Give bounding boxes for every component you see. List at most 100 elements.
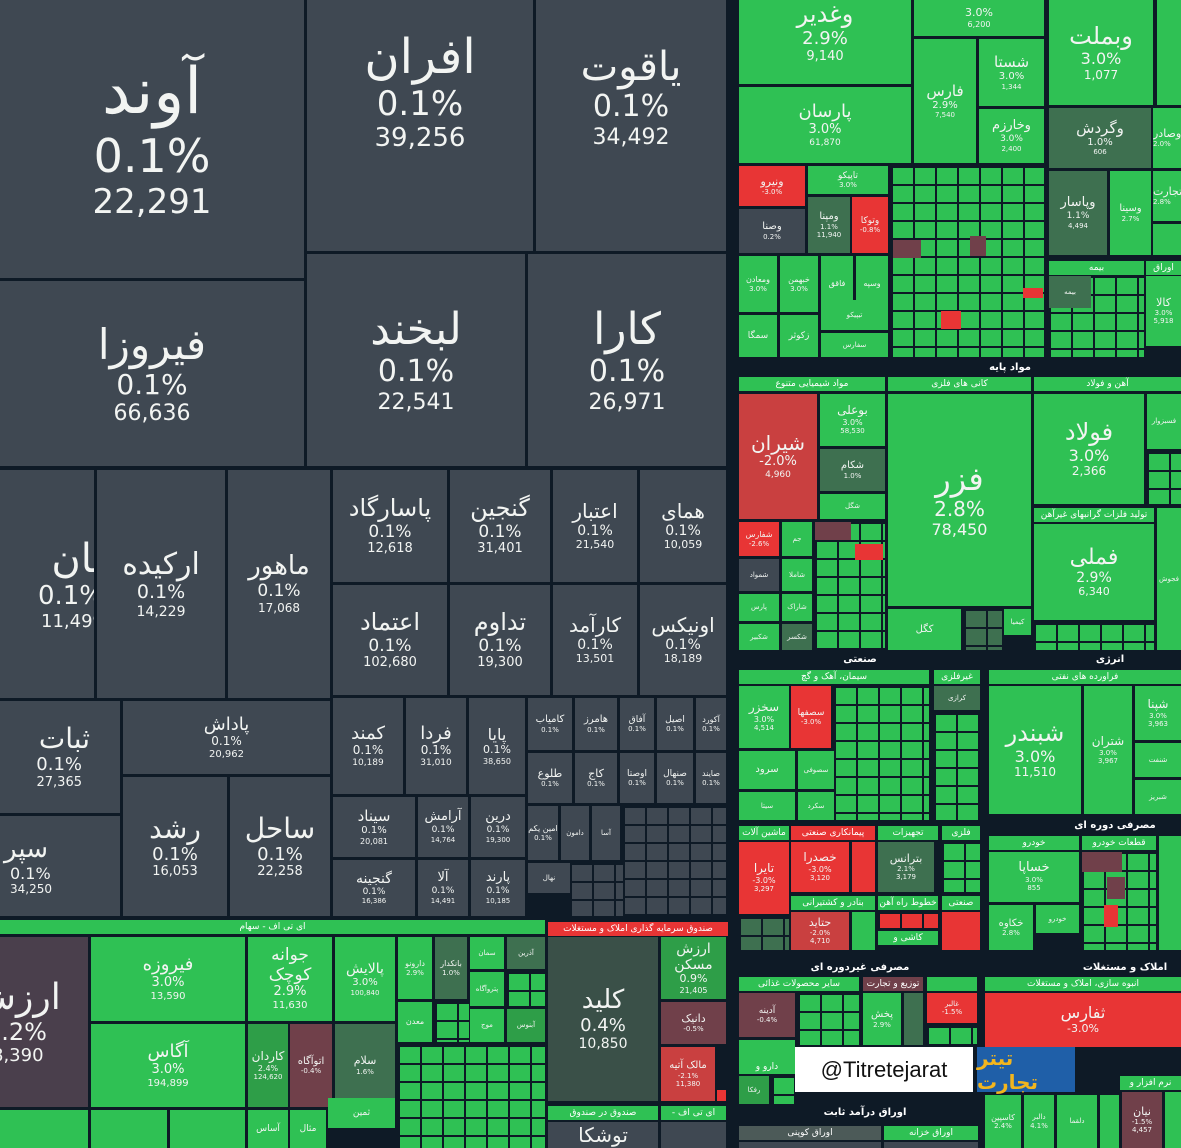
tile-yaghout[interactable]: یاقوت 0.1% 34,492: [536, 0, 726, 251]
household-header[interactable]: [927, 977, 977, 991]
tile-samaga[interactable]: سمگا: [739, 315, 777, 357]
tile-mahour[interactable]: ماهور 0.1% 17,068: [228, 470, 330, 698]
exchange-header[interactable]: اوراق بهادار: [1146, 261, 1181, 275]
tile-roshd[interactable]: رشد 0.1% 16,053: [123, 777, 227, 916]
tile-dalbar[interactable]: دالبر 4.1%: [1024, 1095, 1054, 1148]
tile-vapasar[interactable]: وپاسار 1.1% 4,494: [1049, 171, 1107, 255]
etf-mixed-header[interactable]: ای تی اف - مختلط: [661, 1106, 726, 1120]
tile-shabandar[interactable]: شبندر 3.0% 11,510: [989, 686, 1081, 814]
tile-homay[interactable]: همای 0.1% 10,059: [640, 470, 726, 582]
tile-fars[interactable]: فارس 2.9% 7,540: [914, 39, 976, 163]
tile-saman[interactable]: سمان: [470, 937, 504, 969]
tile-samin[interactable]: ثمین: [328, 1098, 395, 1128]
tile-firouzeh[interactable]: فیروزه 3.0% 13,590: [91, 937, 245, 1021]
tile-shenaft[interactable]: شنفت: [1135, 743, 1181, 777]
tile-shamla[interactable]: شاملا: [782, 559, 812, 591]
tile-orkideh[interactable]: ارکیده 0.1% 14,229: [97, 470, 225, 698]
tile-fasabzevar[interactable]: فسبزوار: [1147, 394, 1181, 449]
tile-khakaveh[interactable]: خکاوه 2.8%: [989, 905, 1033, 950]
tile-etemad[interactable]: اعتماد 0.1% 102,680: [333, 585, 447, 695]
fabricated-header[interactable]: فلزی: [942, 826, 980, 840]
tile-rafka[interactable]: رفکا: [739, 1076, 769, 1104]
fund-of-funds-header[interactable]: صندوق در صندوق: [548, 1106, 658, 1120]
tile-nian[interactable]: نیان -1.5% 4,457: [1122, 1092, 1162, 1148]
tile-salam[interactable]: سلام 1.6%: [335, 1024, 395, 1107]
tile-petroagah[interactable]: پتروآگاه: [470, 972, 504, 1006]
tile-vamaaden[interactable]: ومعادن 3.0%: [739, 256, 777, 312]
tile-bank-right[interactable]: [1157, 0, 1181, 105]
tile-pasargad[interactable]: پاسارگاد 0.1% 12,618: [333, 470, 447, 582]
cement-header[interactable]: سیمان، آهک و گچ: [739, 670, 929, 684]
tile-kamyab[interactable]: کامیاب 0.1%: [528, 698, 572, 750]
tile-bankdar[interactable]: بانکدار 1.0%: [435, 937, 467, 999]
tile-dalghama[interactable]: دلقما: [1057, 1095, 1097, 1148]
tile-shiran[interactable]: شیران -2.0% 4,960: [739, 394, 817, 519]
food-header[interactable]: سایر محصولات غذائی: [739, 977, 859, 991]
tile-kian[interactable]: کیان 0.1% 11,499: [0, 470, 94, 698]
tile-sabat[interactable]: ثبات 0.1% 27,365: [0, 701, 120, 813]
tile-avand[interactable]: آوند 0.1% 22,291: [0, 0, 304, 278]
tile-khashargh[interactable]: [1107, 877, 1125, 899]
tile-afran[interactable]: افران 0.1% 39,256: [307, 0, 533, 251]
tile-vasina[interactable]: وسینا 2.7%: [1110, 171, 1151, 255]
tile-kara[interactable]: کارا 0.1% 26,971: [528, 254, 726, 466]
tile-betrans[interactable]: بترانس 2.1% 3,179: [878, 842, 934, 892]
tile-bimeh[interactable]: بیمه: [1049, 276, 1091, 308]
tile-javaneh[interactable]: جوانه کوچک 2.9% 11,630: [248, 937, 332, 1021]
tile-shakam[interactable]: شکام 1.0%: [820, 449, 885, 491]
tile-toshka[interactable]: توشکا: [548, 1122, 658, 1148]
tile-ganjin[interactable]: گنجین 0.1% 31,401: [450, 470, 550, 582]
tile-ganjineh[interactable]: گنجینه 0.1% 16,386: [333, 860, 415, 916]
tile-mouj[interactable]: موج: [470, 1009, 504, 1042]
tile-khabahman[interactable]: خبهمن 3.0%: [780, 256, 818, 312]
tile-sorood[interactable]: سرود: [739, 751, 795, 789]
tile-malek-atieh[interactable]: مالک آتیه -2.1% 11,380: [661, 1047, 715, 1101]
nonmetal-header[interactable]: غیرفلزی: [934, 670, 980, 684]
tile-ports-small[interactable]: [852, 912, 875, 950]
ports-header[interactable]: بنادر و کشتیرانی: [791, 896, 875, 910]
tile-separ[interactable]: سپر 0.1% 34,250: [0, 816, 120, 916]
tile-etf-bottom-1[interactable]: [0, 1110, 88, 1148]
tile-karamad[interactable]: کارآمد 0.1% 13,501: [553, 585, 637, 695]
tile-arzesh-maskan[interactable]: ارزش مسکن 0.9% 21,405: [661, 937, 726, 999]
tile-tolou[interactable]: طلوع 0.1%: [528, 753, 572, 803]
tile-asas[interactable]: آساس: [248, 1110, 288, 1148]
tile-food-bottom[interactable]: [739, 1040, 795, 1062]
tile-onyx[interactable]: اونیکس 0.1% 18,189: [640, 585, 726, 695]
tile-shatran[interactable]: شتران 3.0% 3,967: [1084, 686, 1132, 814]
tile-fajoosh[interactable]: فجوش: [1157, 508, 1181, 650]
tile-karazi[interactable]: کرازی: [934, 686, 980, 710]
tile-bank-small-r[interactable]: [1153, 224, 1181, 255]
real-estate-header[interactable]: انبوه سازی، املاک و مستغلات: [985, 977, 1181, 991]
tile-bank-top[interactable]: 3.0% 6,200: [914, 0, 1044, 36]
coupon-header[interactable]: اوراق کوپنی: [739, 1126, 881, 1140]
tile-etf-bottom-2[interactable]: [91, 1110, 167, 1148]
tile-dorin[interactable]: درین 0.1% 19,300: [471, 797, 525, 857]
tile-contracting-small[interactable]: [852, 842, 875, 892]
tile-vamapna[interactable]: ومپنا 1.1% 11,940: [808, 197, 850, 253]
ceramic-header[interactable]: کاشی و سرامیک: [878, 931, 938, 945]
tile-vasader[interactable]: وصادر 2.0%: [1153, 108, 1181, 168]
tile-vaghadir[interactable]: وغدیر 2.9% 9,140: [739, 0, 911, 84]
tile-sharak[interactable]: شاراک: [782, 594, 812, 621]
nonferrous-header[interactable]: تولید فلزات گرانبهای غیرآهن: [1034, 508, 1154, 522]
tile-sahel[interactable]: ساحل 0.1% 22,258: [230, 777, 330, 916]
tile-zkowsar[interactable]: زکوثر: [780, 315, 818, 357]
tile-farda[interactable]: فردا 0.1% 31,010: [406, 698, 466, 794]
auto-header[interactable]: خودرو: [989, 836, 1079, 850]
tile-hamarz[interactable]: هامرز 0.1%: [575, 698, 617, 750]
tile-palayesh[interactable]: پالایش 3.0% 100,840: [335, 937, 395, 1021]
tile-abnous[interactable]: آبنوس: [507, 1009, 545, 1042]
tile-padash[interactable]: پاداش 0.1% 20,962: [123, 701, 330, 774]
tile-auto-dist-small[interactable]: [904, 993, 923, 1045]
tile-shekasar[interactable]: شکسر: [782, 624, 812, 650]
tile-nahal[interactable]: نهال: [528, 863, 570, 893]
tile-kaj[interactable]: کاج 0.1%: [575, 753, 617, 803]
tile-sefars[interactable]: ثفارس -3.0%: [985, 993, 1181, 1047]
chemicals-header[interactable]: مواد شیمیایی متنوع: [739, 377, 885, 391]
tile-fazar[interactable]: فزر 2.8% 78,450: [888, 394, 1031, 606]
tile-foolad[interactable]: فولاد 3.0% 2,366: [1034, 394, 1144, 504]
tile-etebar[interactable]: اعتبار 0.1% 21,540: [553, 470, 637, 582]
tile-azarin[interactable]: آذرین: [507, 937, 545, 969]
